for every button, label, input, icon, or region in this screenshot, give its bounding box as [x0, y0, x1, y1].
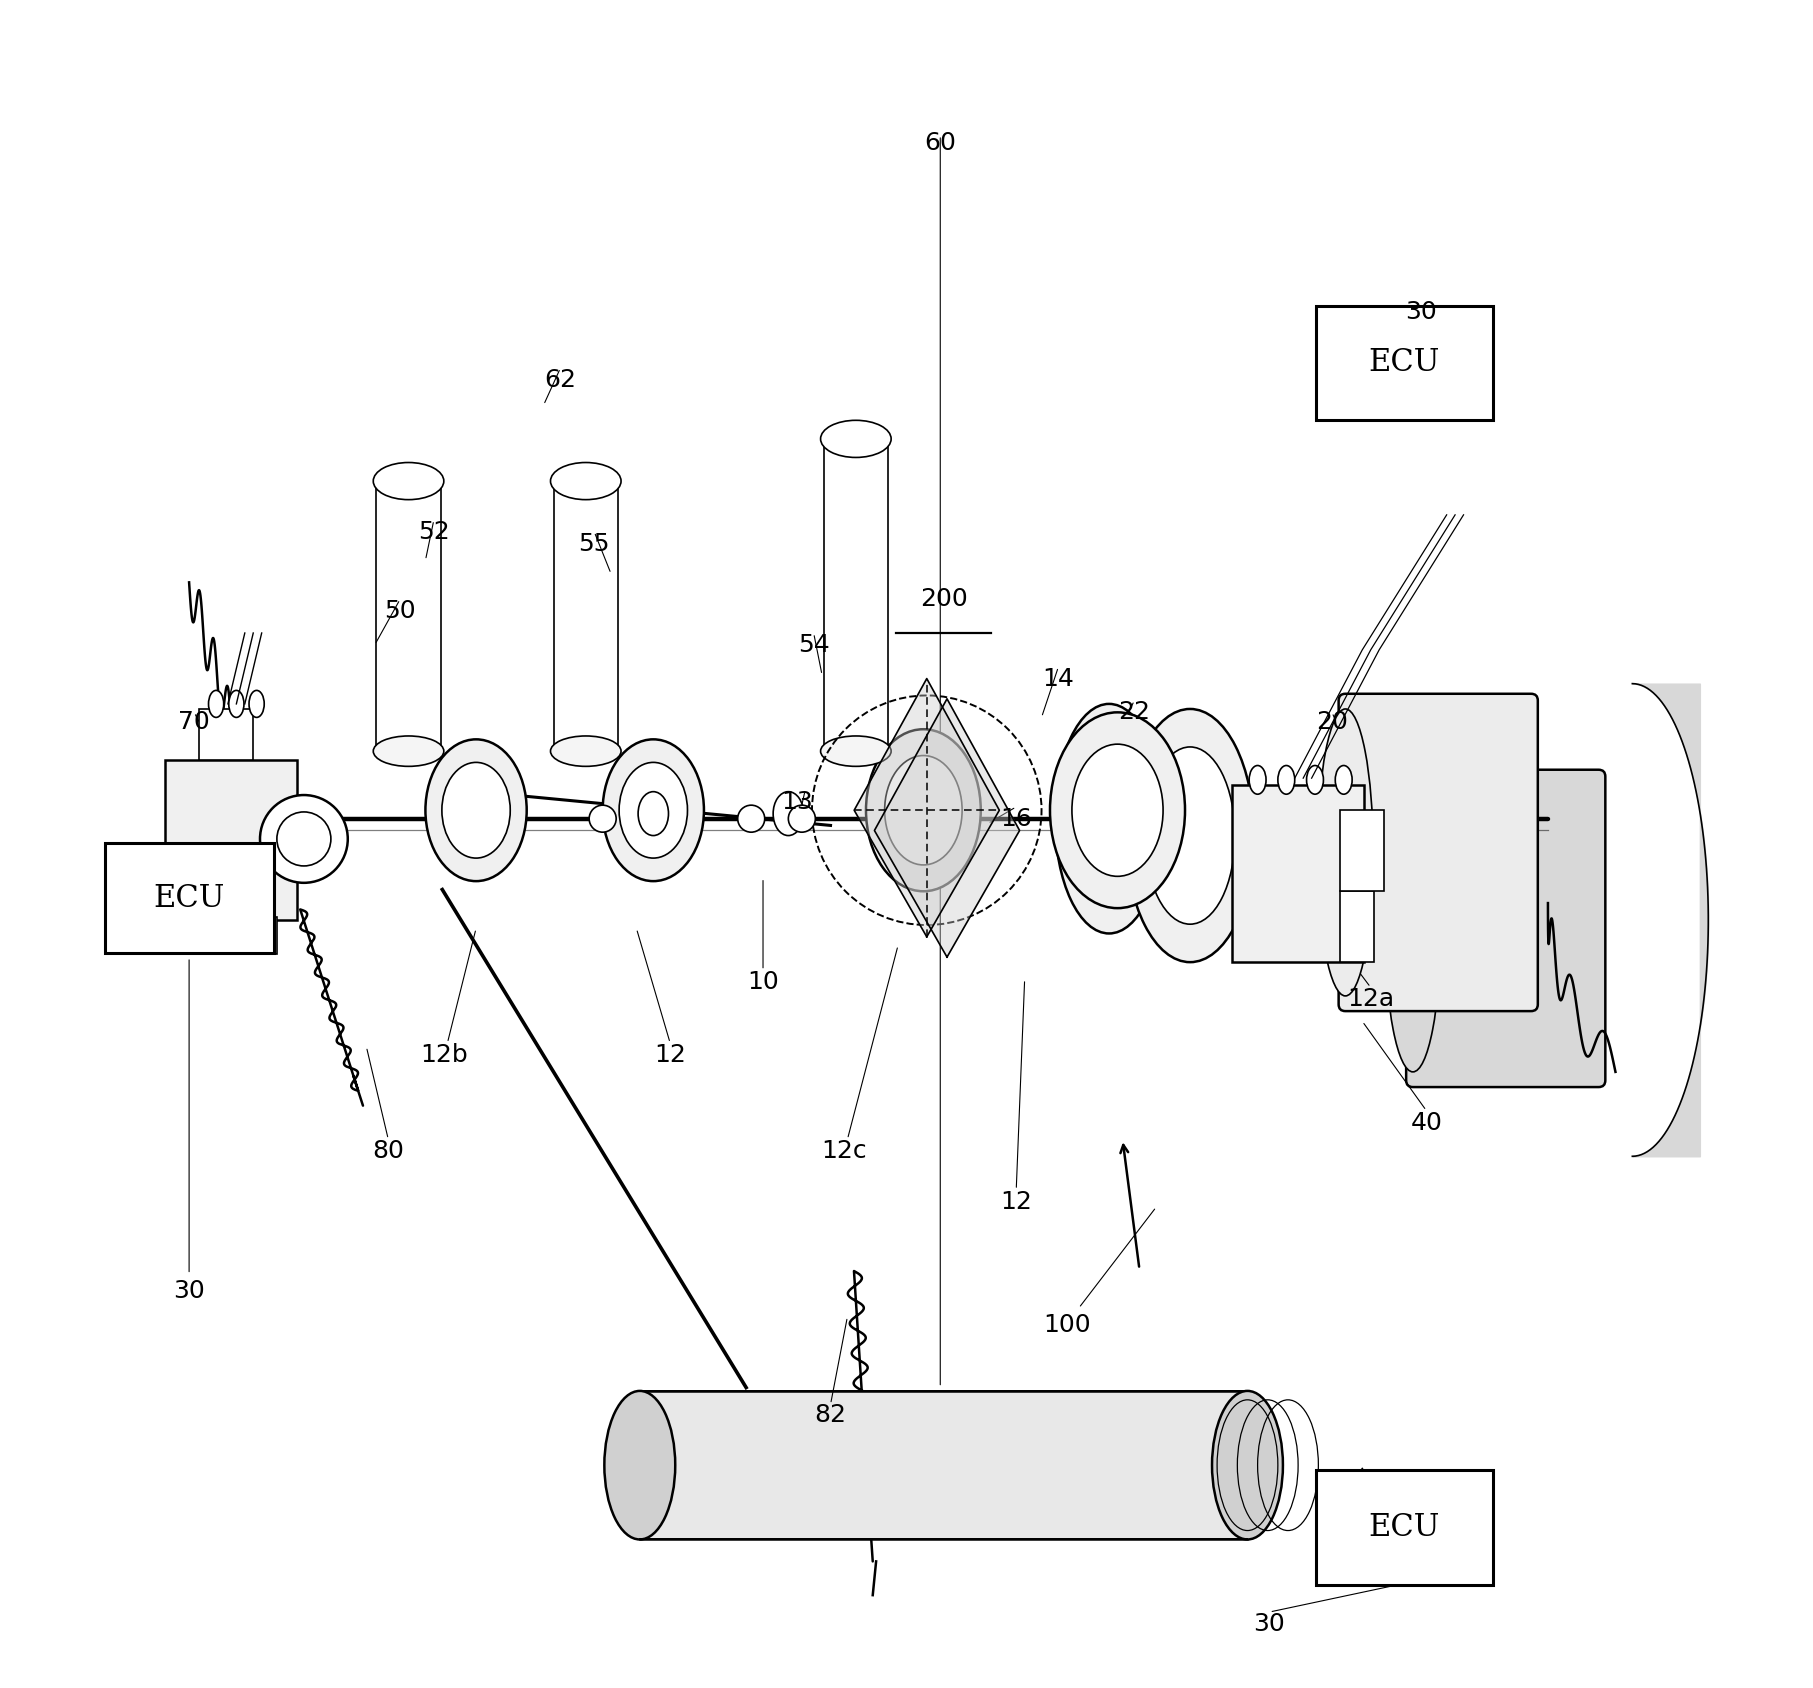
Text: ECU: ECU — [1369, 1512, 1440, 1543]
Ellipse shape — [373, 463, 444, 500]
Text: 22: 22 — [1119, 701, 1151, 724]
Ellipse shape — [373, 736, 444, 766]
Bar — [1233, 785, 1363, 962]
Ellipse shape — [772, 792, 803, 836]
Ellipse shape — [1278, 766, 1294, 795]
Ellipse shape — [1307, 766, 1323, 795]
Text: 52: 52 — [419, 520, 450, 544]
Ellipse shape — [821, 736, 892, 766]
Bar — [1316, 1470, 1494, 1585]
Bar — [105, 844, 274, 952]
Circle shape — [789, 805, 816, 832]
Ellipse shape — [248, 690, 265, 717]
Ellipse shape — [551, 463, 622, 500]
Ellipse shape — [228, 690, 245, 717]
Text: 20: 20 — [1316, 711, 1347, 734]
Text: 200: 200 — [919, 587, 968, 611]
Text: 80: 80 — [372, 1139, 404, 1163]
Ellipse shape — [1126, 709, 1255, 962]
Text: 100: 100 — [1042, 1313, 1091, 1337]
Circle shape — [738, 805, 765, 832]
Ellipse shape — [867, 729, 981, 891]
Bar — [247, 917, 277, 954]
Text: ECU: ECU — [1369, 348, 1440, 378]
Circle shape — [589, 805, 616, 832]
Circle shape — [259, 795, 348, 883]
Text: 12: 12 — [1001, 1190, 1032, 1214]
Ellipse shape — [618, 763, 687, 858]
Bar — [1316, 306, 1494, 420]
Text: 30: 30 — [1253, 1612, 1285, 1636]
FancyBboxPatch shape — [1338, 694, 1537, 1011]
Ellipse shape — [1385, 785, 1441, 1072]
Text: 82: 82 — [814, 1403, 847, 1426]
Text: 12a: 12a — [1347, 987, 1394, 1011]
Ellipse shape — [1055, 704, 1164, 933]
Text: 12c: 12c — [821, 1139, 867, 1163]
Ellipse shape — [208, 690, 223, 717]
Bar — [196, 917, 227, 954]
Text: 16: 16 — [1001, 807, 1032, 830]
Text: 14: 14 — [1042, 667, 1075, 690]
Text: 30: 30 — [174, 1280, 205, 1303]
Ellipse shape — [426, 739, 528, 881]
Bar — [1340, 810, 1383, 891]
Text: 60: 60 — [925, 132, 955, 155]
Text: 12: 12 — [654, 1043, 685, 1067]
Bar — [199, 709, 254, 760]
Text: 70: 70 — [178, 711, 210, 734]
Ellipse shape — [1249, 766, 1265, 795]
Text: 13: 13 — [781, 790, 812, 814]
Text: 12b: 12b — [421, 1043, 468, 1067]
Ellipse shape — [602, 739, 703, 881]
Ellipse shape — [604, 1391, 674, 1539]
Bar — [640, 1391, 1247, 1539]
Ellipse shape — [885, 756, 963, 864]
Ellipse shape — [1050, 712, 1186, 908]
Ellipse shape — [442, 763, 509, 858]
Text: 54: 54 — [798, 633, 830, 657]
Bar — [165, 760, 297, 920]
Ellipse shape — [1318, 709, 1372, 996]
Circle shape — [277, 812, 332, 866]
Ellipse shape — [821, 420, 892, 457]
Text: 40: 40 — [1411, 1111, 1443, 1134]
Text: 10: 10 — [747, 971, 780, 994]
Ellipse shape — [1071, 744, 1164, 876]
Ellipse shape — [1146, 746, 1235, 925]
Polygon shape — [854, 679, 999, 937]
Text: 55: 55 — [578, 532, 609, 555]
Ellipse shape — [1334, 766, 1352, 795]
Ellipse shape — [551, 736, 622, 766]
Ellipse shape — [638, 792, 669, 836]
Ellipse shape — [1071, 738, 1148, 900]
Ellipse shape — [1213, 1391, 1284, 1539]
Polygon shape — [874, 699, 1019, 957]
Bar — [1340, 891, 1374, 962]
Text: 30: 30 — [1405, 300, 1438, 324]
FancyBboxPatch shape — [1407, 770, 1605, 1087]
Text: ECU: ECU — [154, 883, 225, 913]
Text: 62: 62 — [544, 368, 577, 392]
Text: 50: 50 — [384, 599, 415, 623]
